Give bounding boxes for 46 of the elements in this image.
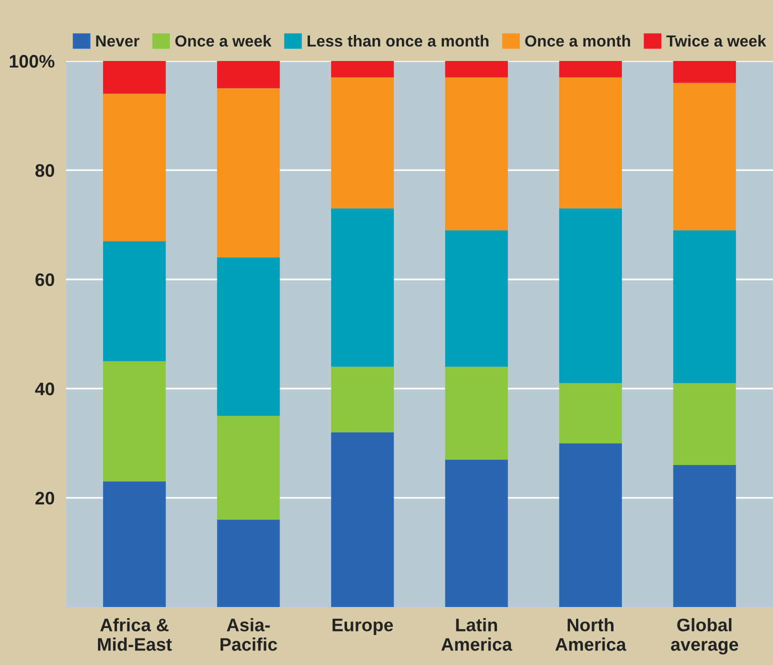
legend-label: Once a week (175, 34, 272, 47)
bar (673, 383, 736, 466)
bar (217, 88, 280, 258)
bar (445, 61, 508, 78)
x-tick-label: Global average (670, 618, 738, 654)
bar (559, 77, 622, 208)
bar (103, 61, 166, 94)
bar (331, 77, 394, 208)
bar (331, 61, 394, 78)
bar (103, 241, 166, 362)
legend-label: Less than once a month (308, 34, 488, 47)
bar (673, 82, 736, 230)
bar (103, 94, 166, 242)
y-tick-label: 20 (35, 492, 54, 505)
y-tick-label: 100% (10, 54, 54, 68)
bar (673, 61, 736, 83)
bar (559, 61, 622, 78)
bar (331, 432, 394, 607)
bar (445, 230, 508, 367)
x-tick-label: North America (555, 618, 626, 651)
x-tick-label: Europe (332, 618, 393, 635)
x-tick-label: Latin America (441, 618, 512, 651)
legend-label: Twice a week (666, 34, 766, 47)
bar (559, 443, 622, 607)
bar (673, 465, 736, 607)
bar (217, 61, 280, 88)
y-tick-label: 60 (35, 273, 54, 286)
bar (559, 383, 622, 444)
x-tick-label: Africa & Mid-East (98, 618, 172, 651)
bar (103, 361, 166, 482)
legend-label: Once a month (525, 34, 630, 47)
bar (217, 520, 280, 607)
bar (559, 208, 622, 384)
bar (217, 258, 280, 416)
bar (445, 366, 508, 460)
bar (445, 460, 508, 607)
bar (445, 77, 508, 230)
x-tick-label: Asia- Pacific (220, 618, 278, 651)
bar (331, 366, 394, 432)
bar (217, 416, 280, 520)
y-tick-label: 80 (35, 164, 54, 177)
legend-label: Never (96, 36, 140, 47)
bar (673, 230, 736, 384)
y-tick-label: 40 (35, 382, 54, 396)
bar (331, 208, 394, 367)
bar (103, 481, 166, 607)
